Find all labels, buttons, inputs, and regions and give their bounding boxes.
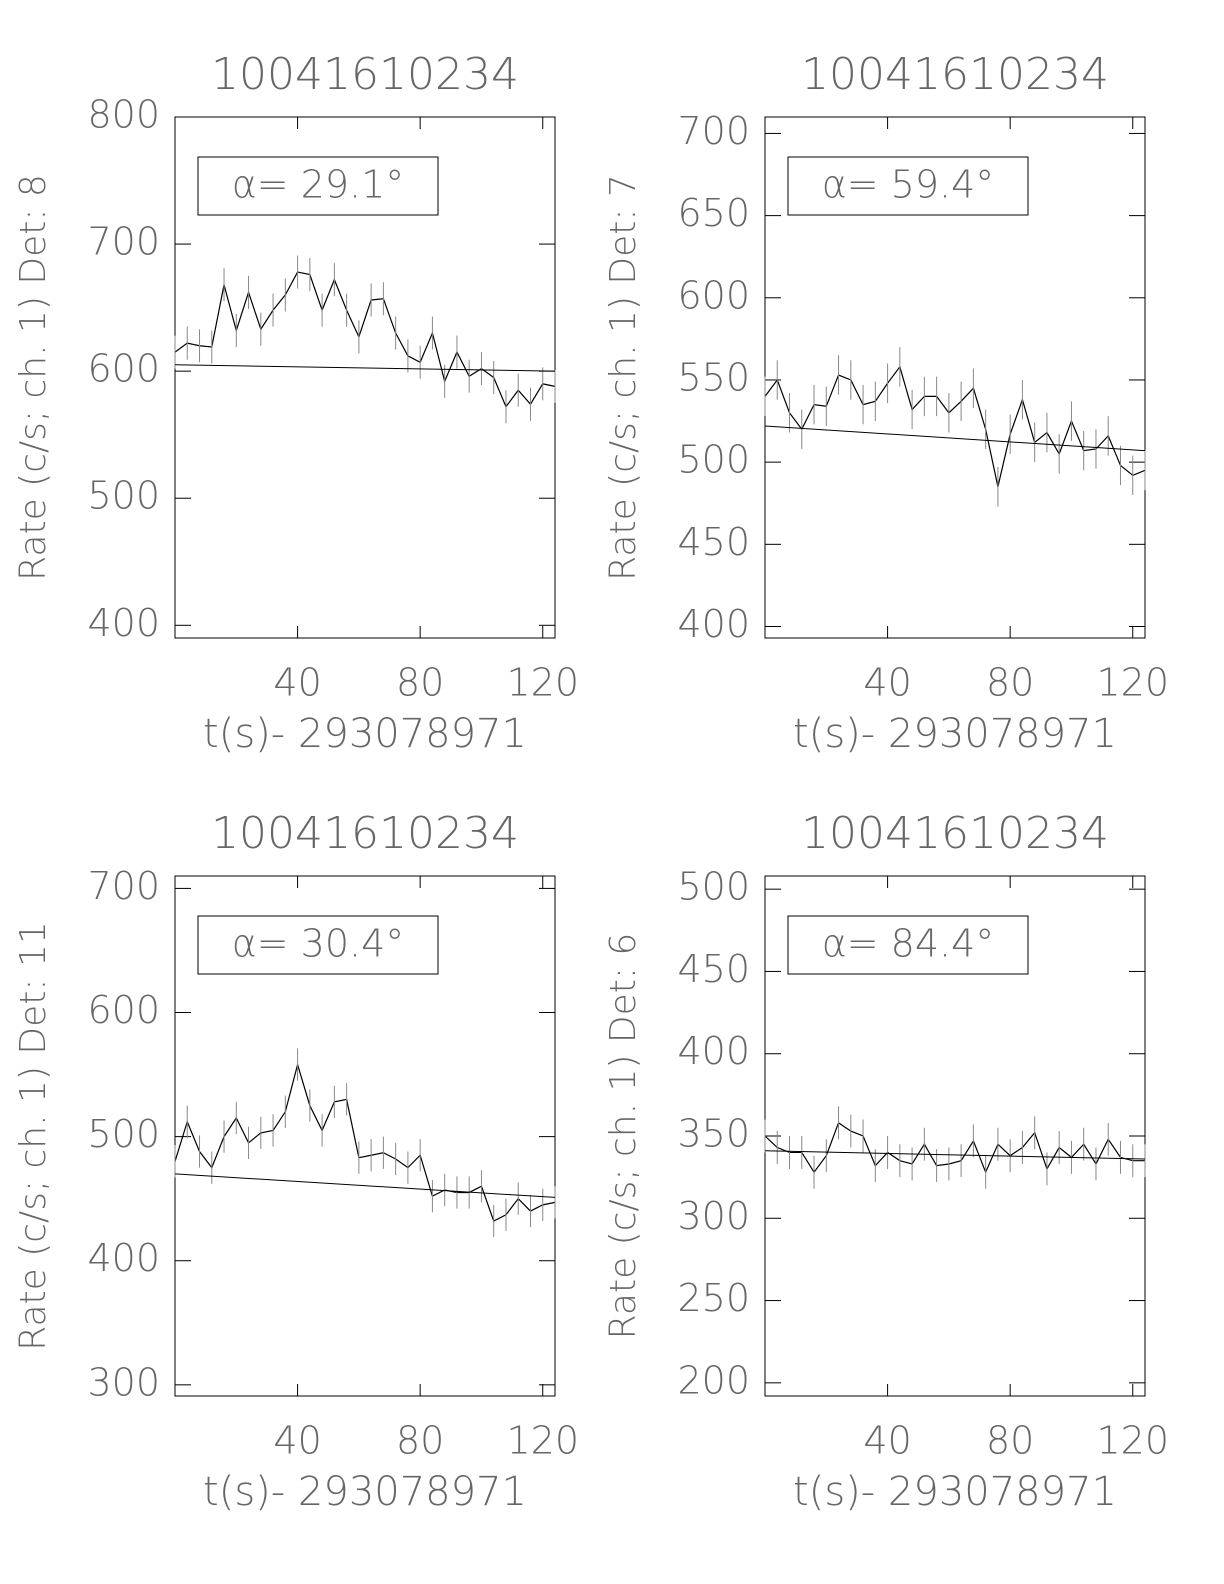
y-tick-label: 300 — [87, 1360, 160, 1404]
annotation: α= 29.1° — [232, 163, 405, 207]
x-tick-label: 120 — [1096, 1419, 1169, 1463]
x-tick-label: 80 — [986, 1419, 1034, 1463]
data-line — [764, 1121, 1145, 1174]
fit-line — [174, 1173, 556, 1198]
y-axis-label: Rate (c/s; ch. 1) Det: 7 — [603, 174, 644, 581]
y-tick-label: 450 — [677, 947, 750, 991]
y-tick-label: 500 — [87, 1112, 160, 1156]
y-tick-label: 400 — [677, 1029, 750, 1073]
x-axis-label: t(s)- 293078971 — [793, 1469, 1117, 1515]
y-tick-label: 400 — [87, 1236, 160, 1280]
fit-line — [764, 425, 1146, 452]
x-tick-label: 40 — [273, 661, 321, 705]
y-tick-label: 500 — [87, 474, 160, 518]
data-line — [174, 1062, 556, 1222]
x-tick-label: 80 — [396, 1419, 444, 1463]
annotation: α= 59.4° — [822, 163, 995, 207]
y-tick-label: 450 — [677, 520, 750, 564]
annotation-box — [787, 915, 1029, 975]
x-tick-label: 40 — [273, 1419, 321, 1463]
annotation: α= 30.4° — [232, 922, 405, 966]
y-tick-label: 600 — [677, 273, 750, 317]
x-tick-label: 80 — [986, 661, 1034, 705]
x-tick-label: 120 — [1096, 661, 1169, 705]
x-tick-label: 120 — [506, 661, 579, 705]
x-tick-label: 120 — [506, 1419, 579, 1463]
y-tick-label: 300 — [677, 1194, 750, 1238]
panel-title: 10041610234 — [801, 808, 1109, 859]
panel-title: 10041610234 — [801, 49, 1109, 100]
y-tick-label: 550 — [677, 355, 750, 399]
plot-frame — [174, 875, 556, 1397]
y-axis-label: Rate (c/s; ch. 1) Det: 6 — [603, 933, 644, 1340]
y-tick-label: 500 — [677, 865, 750, 909]
y-tick-label: 700 — [677, 109, 750, 153]
data-line — [764, 365, 1146, 487]
y-tick-label: 700 — [87, 864, 160, 908]
y-tick-label: 500 — [677, 438, 750, 482]
y-tick-label: 650 — [677, 191, 750, 235]
y-tick-label: 700 — [87, 220, 160, 264]
annotation: α= 84.4° — [822, 922, 995, 966]
y-tick-label: 600 — [87, 988, 160, 1032]
panel-title: 10041610234 — [211, 49, 519, 100]
x-tick-label: 80 — [396, 661, 444, 705]
x-tick-label: 40 — [863, 661, 911, 705]
data-line — [174, 271, 556, 408]
x-axis-label: t(s)- 293078971 — [203, 1469, 527, 1515]
y-tick-label: 200 — [677, 1358, 750, 1402]
y-tick-label: 600 — [87, 347, 160, 391]
x-tick-label: 40 — [863, 1419, 911, 1463]
y-tick-label: 400 — [87, 601, 160, 645]
panel-title: 10041610234 — [211, 808, 519, 859]
x-axis-label: t(s)- 293078971 — [203, 711, 527, 757]
annotation-box — [787, 156, 1029, 216]
fit-line — [764, 1150, 1146, 1160]
y-tick-label: 400 — [677, 602, 750, 646]
y-tick-label: 800 — [87, 93, 160, 137]
y-axis-label: Rate (c/s; ch. 1) Det: 8 — [13, 174, 54, 581]
annotation-box — [197, 156, 439, 216]
x-axis-label: t(s)- 293078971 — [793, 711, 1117, 757]
y-tick-label: 250 — [677, 1276, 750, 1320]
y-tick-label: 350 — [677, 1112, 750, 1156]
y-axis-label: Rate (c/s; ch. 1) Det: 11 — [13, 921, 54, 1351]
annotation-box — [197, 915, 439, 975]
fit-line — [174, 364, 556, 372]
